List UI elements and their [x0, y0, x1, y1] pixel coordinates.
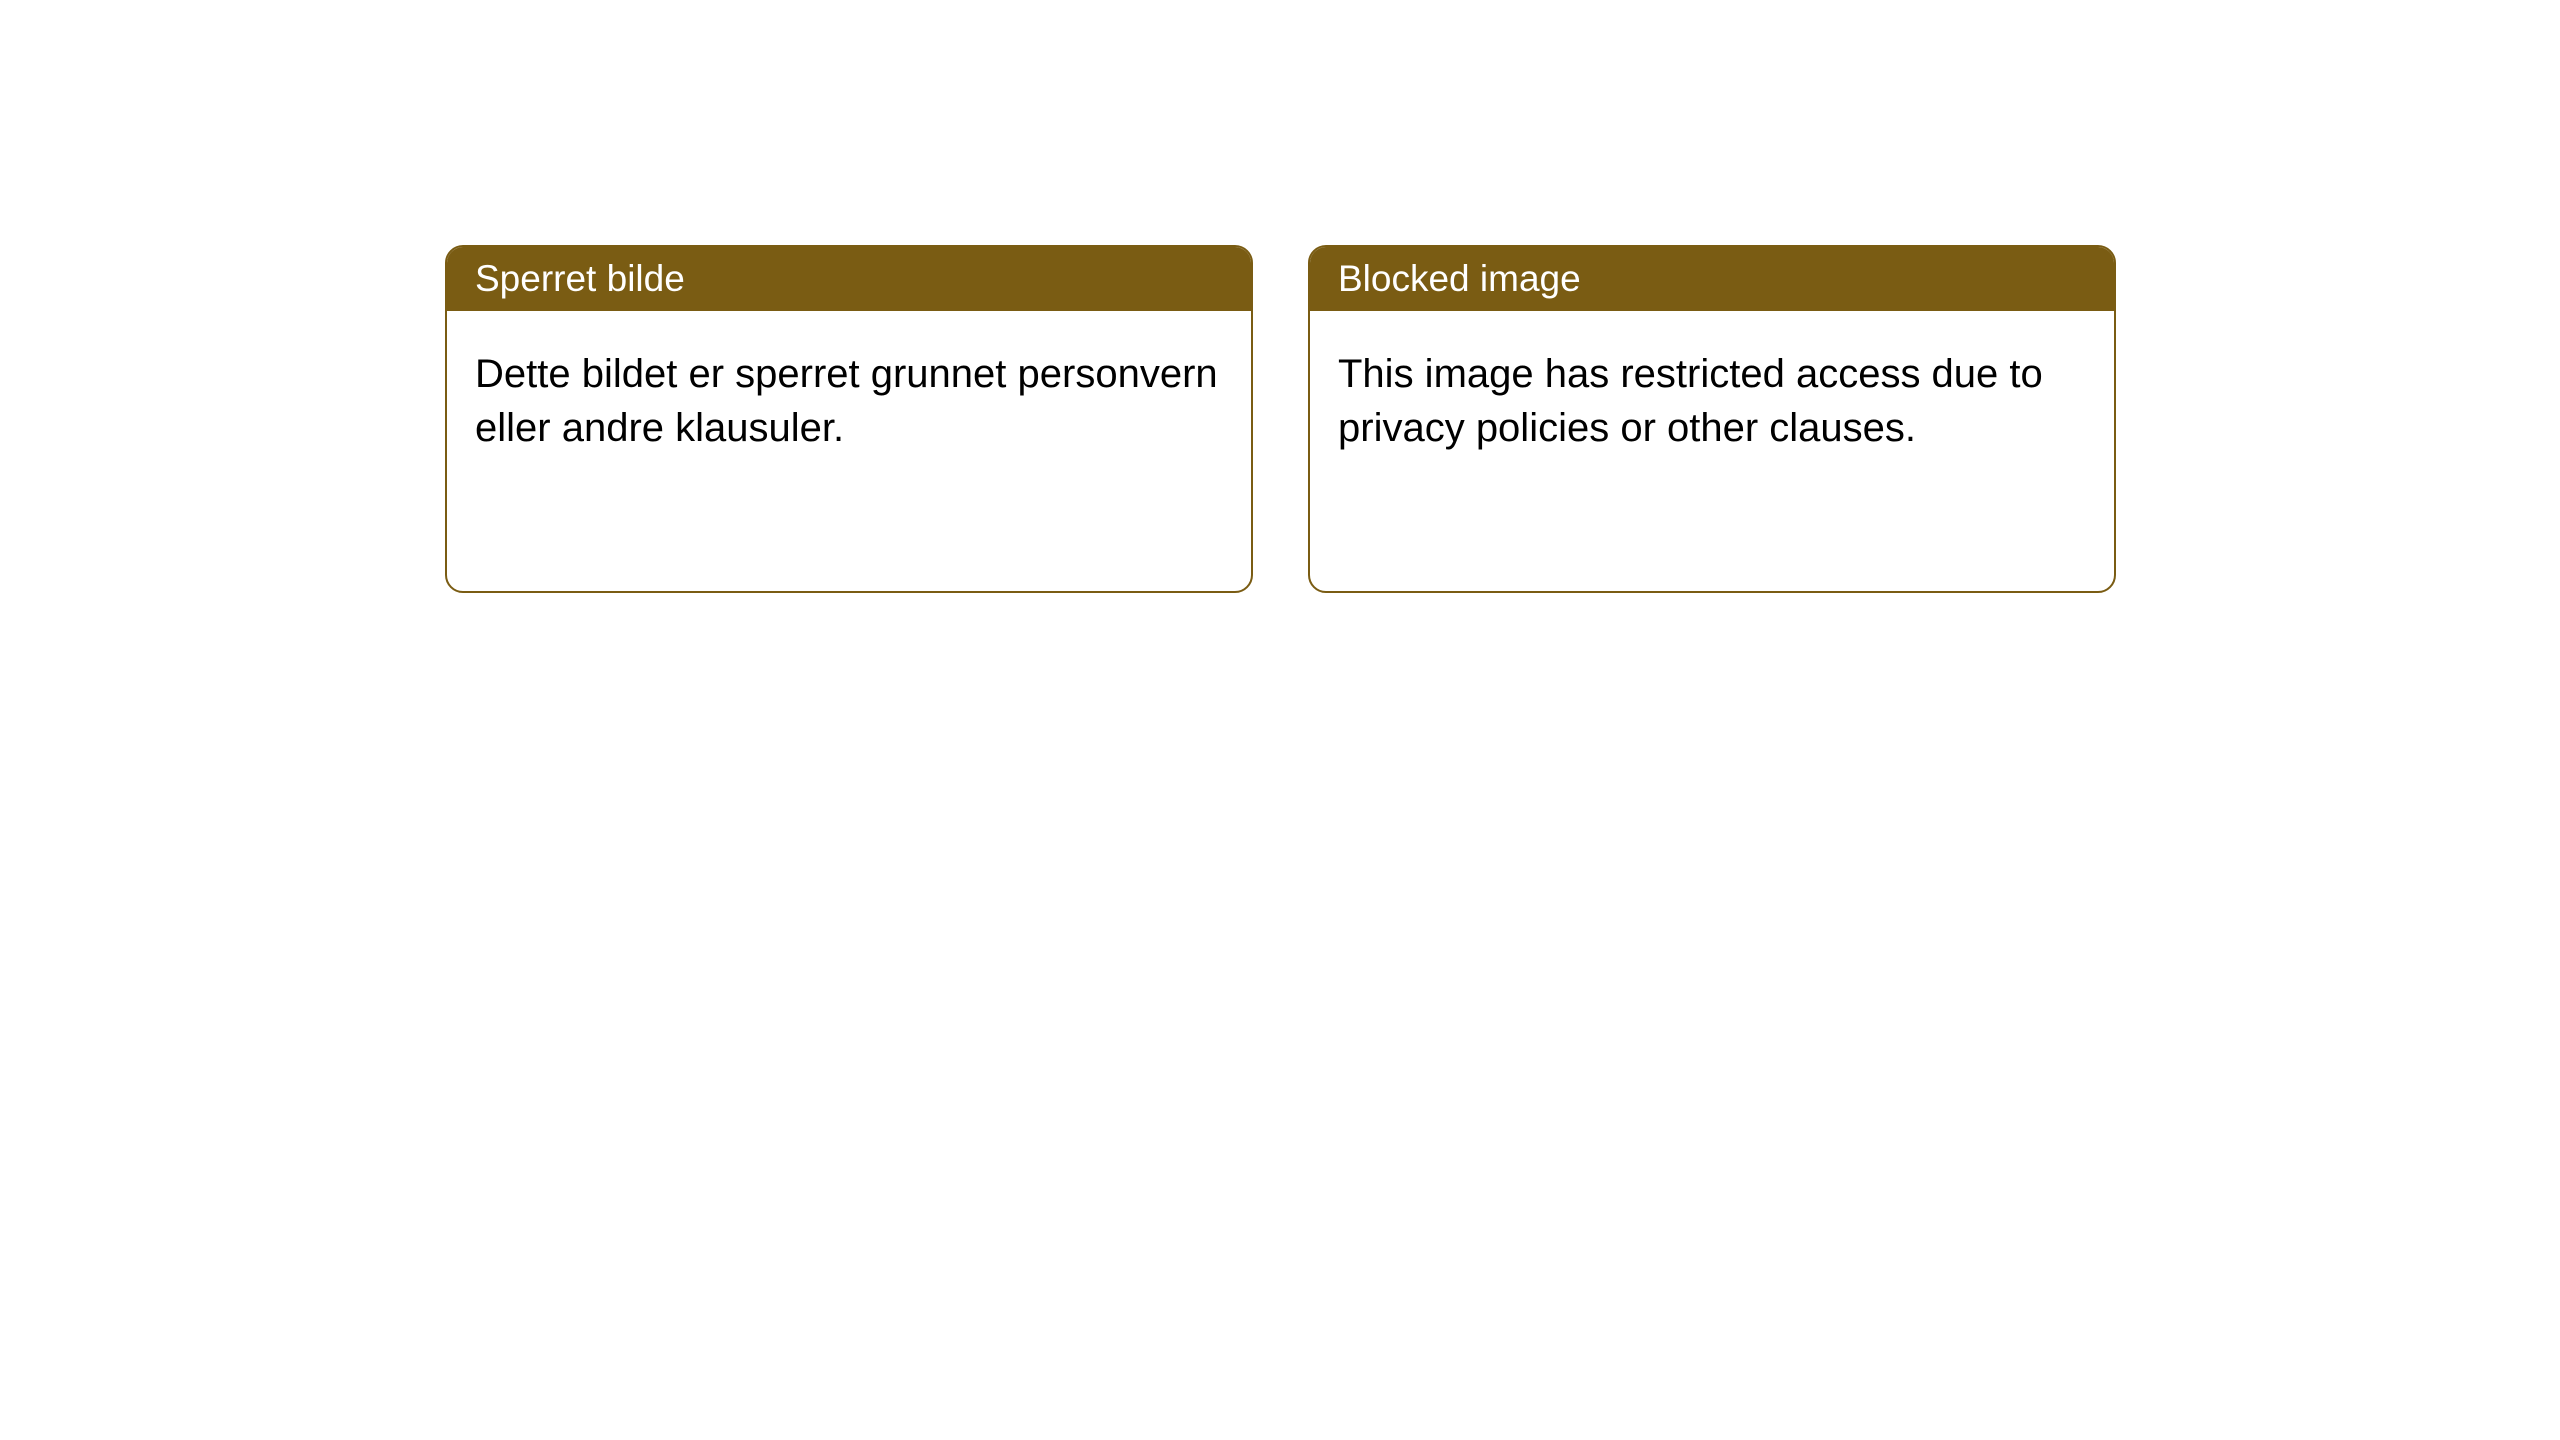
notice-header: Blocked image — [1310, 247, 2114, 311]
notice-card-norwegian: Sperret bilde Dette bildet er sperret gr… — [445, 245, 1253, 593]
notice-body: This image has restricted access due to … — [1310, 311, 2114, 591]
notice-body: Dette bildet er sperret grunnet personve… — [447, 311, 1251, 591]
notice-card-english: Blocked image This image has restricted … — [1308, 245, 2116, 593]
notice-container: Sperret bilde Dette bildet er sperret gr… — [445, 245, 2116, 593]
notice-header: Sperret bilde — [447, 247, 1251, 311]
